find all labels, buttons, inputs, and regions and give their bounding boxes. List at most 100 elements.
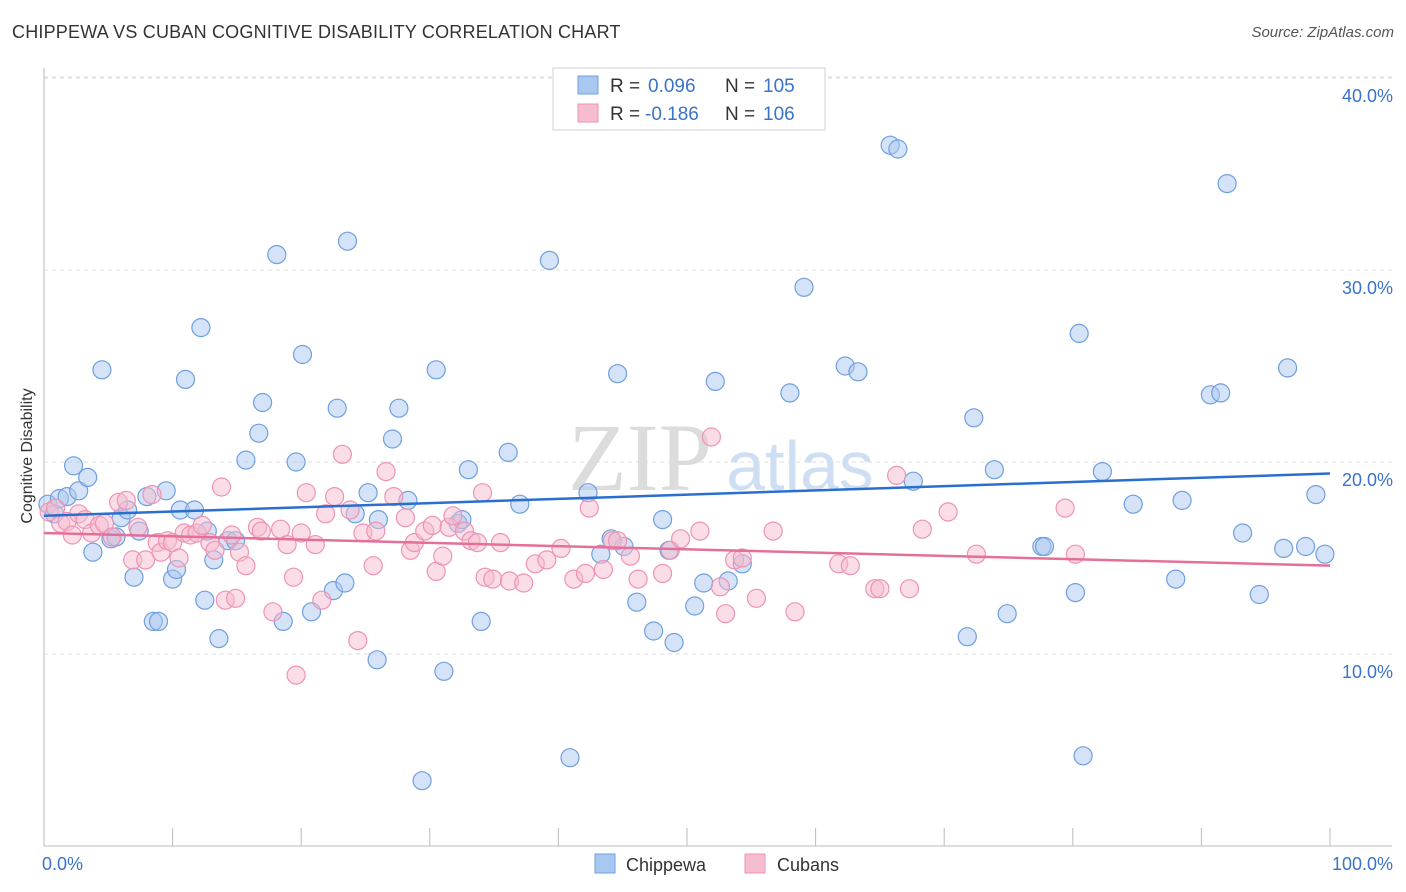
point-chippewa-90 xyxy=(1069,323,1089,343)
point-chippewa-77 xyxy=(794,277,814,297)
point-cubans-81 xyxy=(607,531,628,551)
point-cubans-82 xyxy=(620,546,641,566)
point-chippewa-36 xyxy=(286,452,306,472)
point-chippewa-81 xyxy=(888,139,908,159)
point-cubans-28 xyxy=(211,477,232,497)
y-tick-label-30: 30.0% xyxy=(1342,278,1393,298)
point-chippewa-22 xyxy=(175,369,196,389)
point-chippewa-94 xyxy=(1166,569,1186,589)
point-cubans-66 xyxy=(467,532,487,553)
point-cubans-31 xyxy=(226,588,246,608)
point-cubans-79 xyxy=(593,559,614,580)
point-cubans-44 xyxy=(312,590,332,610)
point-chippewa-25 xyxy=(195,590,215,610)
point-chippewa-76 xyxy=(780,383,800,403)
point-cubans-70 xyxy=(490,532,511,553)
point-cubans-89 xyxy=(710,577,731,597)
point-chippewa-91 xyxy=(1073,746,1093,766)
point-cubans-40 xyxy=(286,665,306,685)
point-chippewa-98 xyxy=(1217,174,1237,194)
point-chippewa-13 xyxy=(124,567,144,587)
point-cubans-54 xyxy=(384,487,404,507)
point-chippewa-48 xyxy=(389,398,409,418)
point-chippewa-100 xyxy=(1249,584,1269,605)
point-cubans-51 xyxy=(363,556,383,576)
point-chippewa-93 xyxy=(1123,494,1143,514)
source-label: Source: ZipAtlas.com xyxy=(1251,24,1394,41)
point-cubans-103 xyxy=(938,502,958,522)
point-chippewa-89 xyxy=(1065,582,1086,603)
point-chippewa-67 xyxy=(643,621,664,641)
point-chippewa-97 xyxy=(1211,383,1231,403)
point-chippewa-95 xyxy=(1172,490,1192,510)
point-chippewa-85 xyxy=(984,460,1005,480)
point-cubans-49 xyxy=(348,630,368,651)
point-cubans-47 xyxy=(332,444,352,464)
point-cubans-25 xyxy=(192,515,212,536)
point-chippewa-34 xyxy=(267,245,287,265)
point-cubans-43 xyxy=(305,534,325,555)
point-cubans-45 xyxy=(316,504,336,524)
point-cubans-10 xyxy=(102,527,122,547)
point-chippewa-84 xyxy=(957,627,977,647)
point-chippewa-51 xyxy=(426,360,446,380)
point-chippewa-105 xyxy=(1315,544,1335,564)
point-cubans-55 xyxy=(395,508,415,528)
point-cubans-15 xyxy=(136,550,156,570)
y-tick-label-20: 20.0% xyxy=(1342,470,1393,490)
point-cubans-59 xyxy=(422,515,442,536)
point-cubans-42 xyxy=(296,483,316,503)
point-cubans-104 xyxy=(966,544,987,564)
trend-line-cubans xyxy=(43,531,1331,567)
point-chippewa-72 xyxy=(694,573,714,593)
x-ticks xyxy=(43,828,1331,846)
point-chippewa-37 xyxy=(292,344,313,365)
point-cubans-105 xyxy=(1055,498,1075,518)
point-cubans-63 xyxy=(443,506,463,526)
point-chippewa-4 xyxy=(63,456,84,476)
point-cubans-90 xyxy=(715,604,736,624)
bottom-legend-swatch-chippewa xyxy=(594,853,616,874)
point-chippewa-42 xyxy=(337,231,358,251)
legend-swatch-cubans xyxy=(577,103,599,123)
point-cubans-83 xyxy=(628,569,648,589)
point-cubans-77 xyxy=(575,563,596,584)
y-tick-label-10: 10.0% xyxy=(1342,662,1393,682)
point-chippewa-101 xyxy=(1274,538,1294,559)
point-cubans-53 xyxy=(376,462,396,482)
point-chippewa-66 xyxy=(627,592,647,612)
point-cubans-52 xyxy=(366,521,386,541)
point-chippewa-50 xyxy=(412,771,432,791)
point-cubans-30 xyxy=(222,525,242,545)
x-tick-label-min: 0.0% xyxy=(42,854,83,874)
point-chippewa-52 xyxy=(434,661,454,681)
point-cubans-35 xyxy=(251,521,271,541)
point-chippewa-24 xyxy=(191,318,211,338)
point-chippewa-7 xyxy=(83,542,103,562)
point-chippewa-73 xyxy=(705,371,725,391)
point-cubans-39 xyxy=(283,567,304,587)
point-chippewa-33 xyxy=(253,392,273,413)
point-chippewa-56 xyxy=(471,611,491,632)
point-cubans-69 xyxy=(483,569,503,589)
point-chippewa-47 xyxy=(382,429,403,449)
point-chippewa-41 xyxy=(335,573,355,593)
point-cubans-12 xyxy=(116,490,136,510)
axes xyxy=(43,68,1392,847)
point-chippewa-71 xyxy=(685,596,705,616)
point-cubans-67 xyxy=(472,483,493,503)
trend-lines xyxy=(43,472,1331,567)
legend-r-label-1: R = xyxy=(610,104,640,125)
legend-r-label-0: R = xyxy=(610,76,640,97)
point-cubans-99 xyxy=(870,579,890,599)
point-chippewa-40 xyxy=(327,398,347,418)
point-chippewa-70 xyxy=(664,632,684,653)
point-chippewa-58 xyxy=(510,494,530,514)
point-chippewa-31 xyxy=(236,450,256,470)
point-chippewa-5 xyxy=(69,481,89,501)
point-chippewa-102 xyxy=(1277,358,1298,378)
point-chippewa-6 xyxy=(78,467,98,487)
chart-title: CHIPPEWA VS CUBAN COGNITIVE DISABILITY C… xyxy=(12,22,621,42)
point-cubans-84 xyxy=(652,563,673,584)
